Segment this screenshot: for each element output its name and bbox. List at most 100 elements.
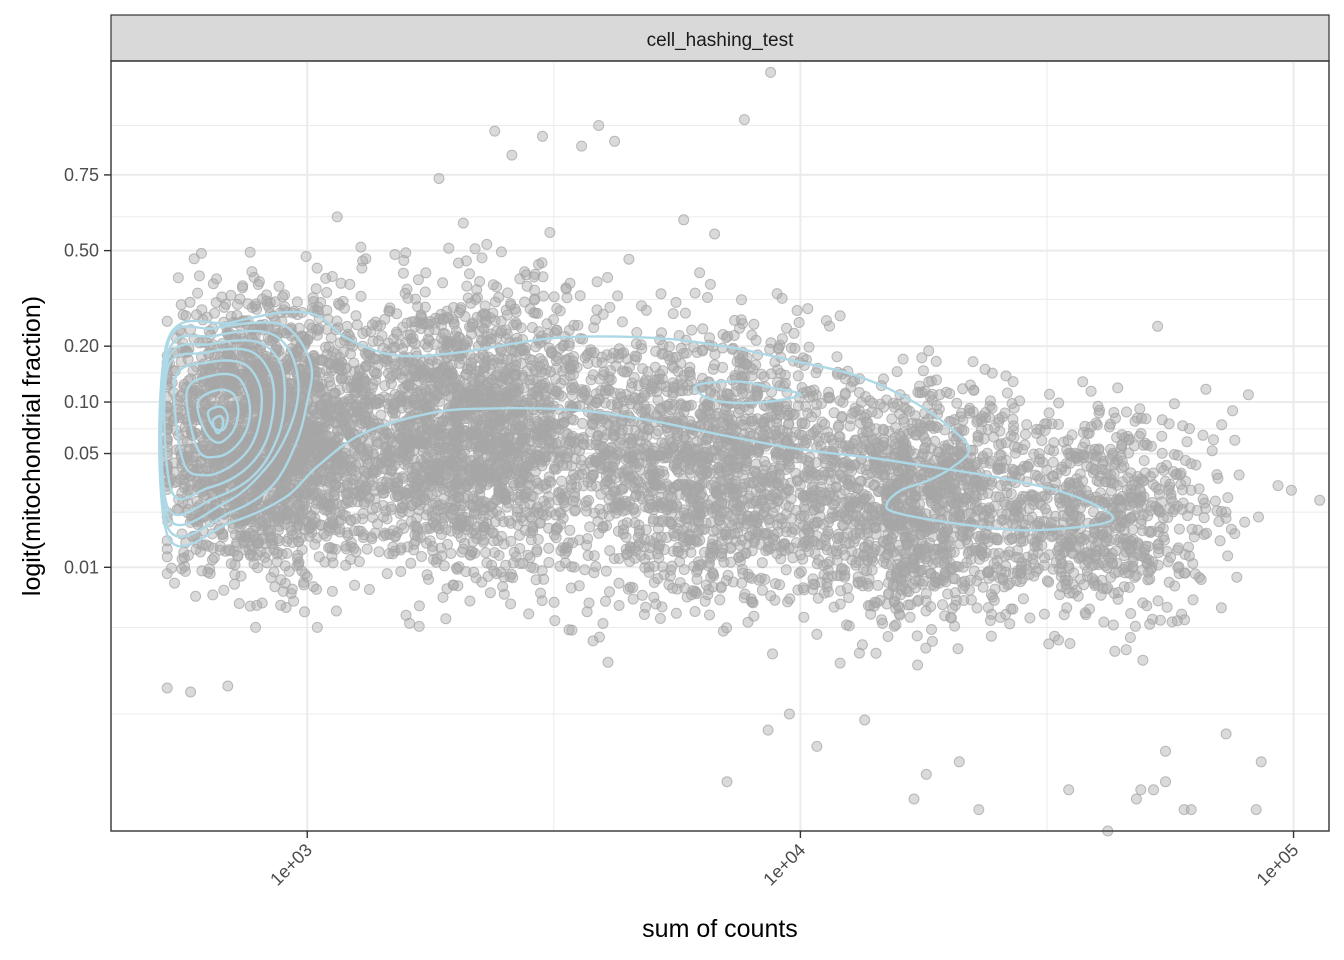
data-point [474,276,486,287]
data-point [434,377,446,389]
data-point [223,544,234,556]
data-point [425,440,436,452]
data-point [369,353,381,365]
data-point [484,424,495,436]
data-point [429,420,441,432]
data-point [213,457,225,469]
data-point [377,500,389,511]
data-point [543,542,555,554]
data-point [341,320,353,332]
data-point [366,533,378,545]
data-point [451,391,463,403]
data-point [308,296,319,308]
data-point [247,550,259,562]
data-point [572,319,584,331]
data-point [404,617,416,629]
data-point [261,557,273,569]
data-point [334,299,346,311]
data-point [510,359,521,371]
data-point [389,445,401,457]
data-point [432,366,444,378]
data-point [551,303,563,314]
data-point [689,287,701,299]
data-point [373,546,385,558]
data-point [697,323,709,335]
data-point [382,367,394,379]
data-point [464,441,476,452]
data-point [476,252,488,264]
data-point [175,356,187,368]
data-point [377,487,389,499]
data-point [336,357,348,368]
data-point [348,525,360,537]
data-point [478,351,490,363]
data-point [427,545,439,557]
data-point [430,497,441,509]
data-point [528,307,540,319]
data-point [306,404,318,416]
facet-strip [110,14,1330,62]
data-point [528,562,540,574]
data-point [398,437,410,449]
data-point [409,316,421,327]
data-point [179,565,191,577]
data-point [314,476,326,488]
data-point [294,513,306,525]
data-point [231,309,243,321]
data-point [489,315,501,327]
data-point [326,585,338,597]
data-point [484,587,496,599]
data-point [478,323,490,335]
data-point [174,473,186,485]
data-point [481,238,493,250]
data-point [523,418,535,430]
data-point [344,278,356,290]
data-point [279,577,291,589]
data-point [299,606,310,618]
data-point [455,464,467,476]
data-point [363,584,375,595]
data-point [413,620,425,632]
data-point [403,402,415,414]
data-point [654,613,666,624]
data-point [583,494,595,506]
data-point [481,557,493,569]
data-point [250,621,262,633]
data-point [389,249,401,260]
data-point [405,557,417,569]
data-point [343,395,355,407]
data-point [579,564,591,576]
data-point [602,272,614,283]
data-point [524,498,536,510]
data-point [233,598,245,609]
data-point [559,426,571,438]
data-point [392,490,404,502]
data-point [519,296,531,308]
data-point [177,309,189,321]
data-point [517,372,529,383]
data-point [324,415,336,427]
data-point [543,557,555,568]
data-point [478,366,489,378]
data-point [445,472,457,484]
data-point [326,271,338,282]
data-point [206,377,218,389]
data-point [189,385,201,396]
data-point [291,296,303,308]
data-point [548,314,559,326]
data-point [539,447,551,459]
data-point [252,279,264,290]
data-point [358,498,370,510]
data-point [207,589,219,601]
data-point [349,579,361,591]
data-point [355,241,367,253]
data-point [495,566,507,578]
data-point [440,448,451,460]
data-point [340,543,352,555]
data-point [193,270,205,282]
data-point [455,304,467,316]
data-point [604,586,615,598]
data-point [261,546,273,558]
data-point [410,428,422,440]
data-point [298,448,310,460]
